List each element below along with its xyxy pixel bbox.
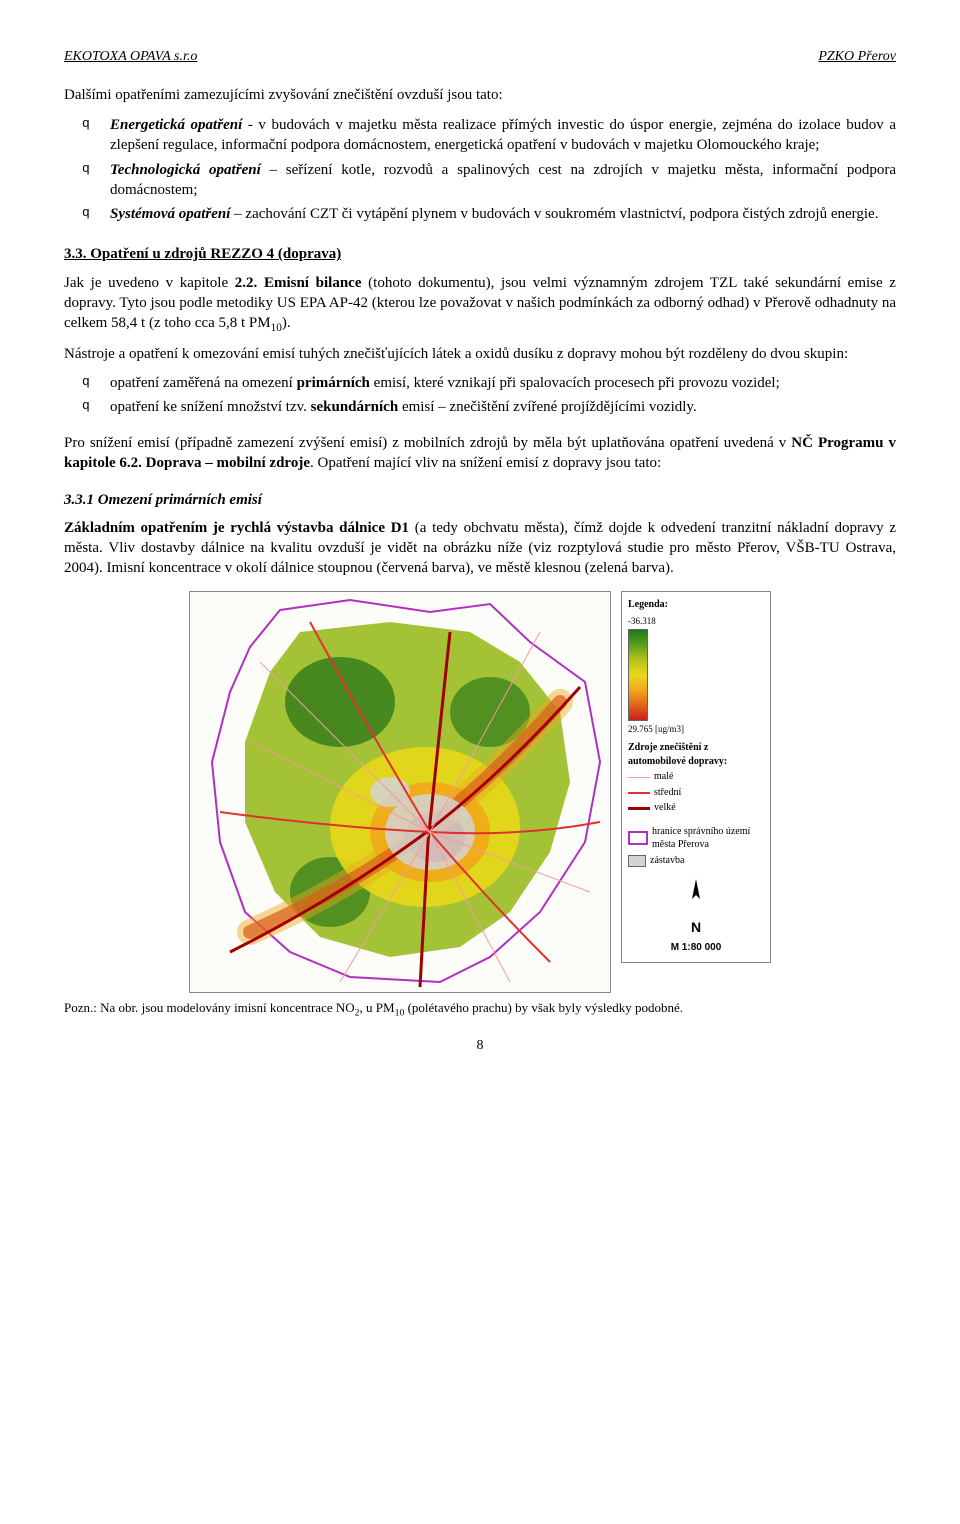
paragraph: Pro snížení emisí (případně zamezení zvý… [64,433,896,474]
legend-zastavba: zástavba [628,854,764,868]
tools-list: q opatření zaměřená na omezení primárníc… [64,373,896,418]
boundary-swatch [628,831,648,845]
bullet-glyph: q [64,397,110,415]
paragraph: Jak je uvedeno v kapitole 2.2. Emisní bi… [64,273,896,337]
zastavba-swatch [628,855,646,867]
list-body: opatření ke snížení množství tzv. sekund… [110,397,896,417]
paragraph: Základním opatřením je rychlá výstavba d… [64,518,896,579]
map-image [189,591,611,993]
page-header: EKOTOXA OPAVA s.r.o PZKO Přerov [64,48,896,67]
list-body: opatření zaměřená na omezení primárních … [110,373,896,393]
legend-lines: malé střednívelké [628,770,764,815]
list-item: q opatření ke snížení množství tzv. seku… [64,397,896,417]
section-3-3-1-heading: 3.3.1 Omezení primárních emisí [64,490,896,510]
legend-grad-max: 29.765 [ug/m3] [628,723,764,735]
header-left: EKOTOXA OPAVA s.r.o [64,48,197,67]
list-body: Systémová opatření – zachování CZT či vy… [110,204,896,224]
legend-title: Legenda: [628,598,764,612]
legend-gradient [628,629,648,721]
figure-caption: Pozn.: Na obr. jsou modelovány imisní ko… [64,999,896,1020]
legend-boundary: hranice správního území města Přerova [628,825,764,852]
bullet-glyph: q [64,115,110,133]
bullet-glyph: q [64,204,110,222]
legend-grad-min: -36.318 [628,615,764,627]
measures-list: q Energetická opatření - v budovách v ma… [64,115,896,224]
legend-scale: M 1:80 000 [628,941,764,955]
list-body: Technologická opatření – seřízení kotle,… [110,160,896,201]
paragraph: Nástroje a opatření k omezování emisí tu… [64,344,896,364]
legend-line-row: střední [628,786,764,800]
header-right: PZKO Přerov [818,48,896,67]
list-item: q Systémová opatření – zachování CZT či … [64,204,896,224]
intro-paragraph: Dalšími opatřeními zamezujícími zvyšován… [64,85,896,105]
map-svg [190,592,610,992]
legend-line-row: velké [628,801,764,815]
list-item: q Energetická opatření - v budovách v ma… [64,115,896,156]
bullet-glyph: q [64,160,110,178]
legend-line-row: malé [628,770,764,784]
page-number: 8 [64,1037,896,1056]
figure-container: Legenda: -36.318 29.765 [ug/m3] Zdroje z… [64,591,896,993]
list-body: Energetická opatření - v budovách v maje… [110,115,896,156]
compass-icon: N [628,877,764,936]
list-item: q opatření zaměřená na omezení primárníc… [64,373,896,393]
legend-sources-title: Zdroje znečištění z automobilové dopravy… [628,741,764,768]
section-3-3-heading: 3.3. Opatření u zdrojů REZZO 4 (doprava) [64,244,896,264]
map-legend: Legenda: -36.318 29.765 [ug/m3] Zdroje z… [621,591,771,964]
bullet-glyph: q [64,373,110,391]
list-item: q Technologická opatření – seřízení kotl… [64,160,896,201]
